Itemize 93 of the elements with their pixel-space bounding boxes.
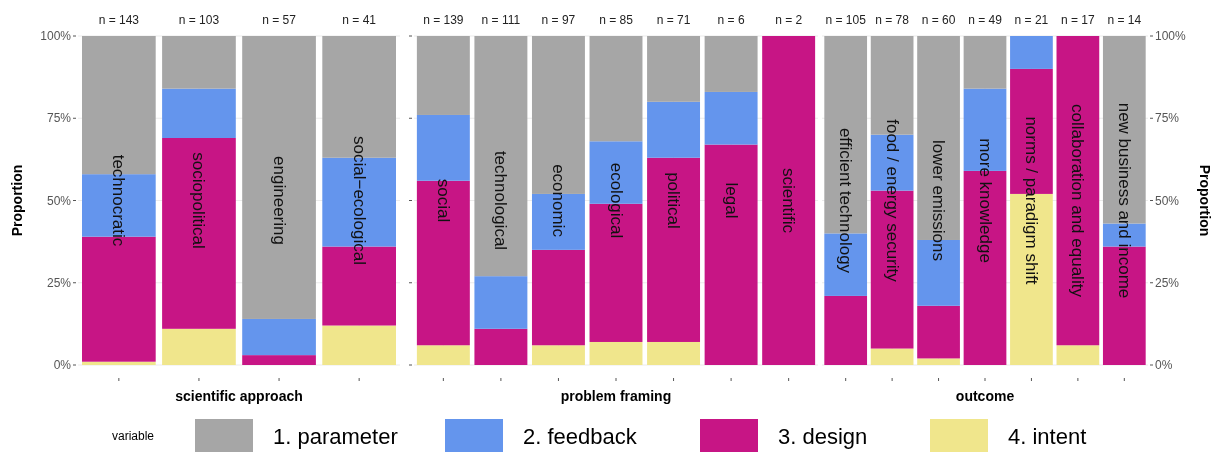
legend-label: 1. parameter (273, 423, 398, 449)
x-tick-label: social (433, 178, 453, 223)
bar (589, 36, 643, 142)
bar (704, 36, 758, 92)
x-tick-label: economic (548, 164, 568, 238)
legend-label: 4. intent (1008, 423, 1087, 449)
x-tick-label: engineering (269, 156, 289, 245)
y-tick-label: 75% (46, 111, 72, 126)
bar (647, 157, 701, 342)
y2-axis-title: Proportion (1197, 164, 1211, 237)
bar (589, 341, 643, 365)
x-axis-title: problem framing (560, 388, 672, 404)
bar (162, 36, 236, 89)
bar (917, 305, 960, 359)
bar (242, 36, 316, 319)
y2-tick-label: 50% (1155, 193, 1180, 208)
bar (1010, 36, 1053, 69)
bar (917, 358, 960, 365)
bar (762, 36, 816, 365)
bar (1102, 246, 1146, 365)
text: n = 41 (342, 13, 377, 27)
text: n = 2 (775, 13, 803, 27)
bar (242, 355, 316, 365)
x-tick-label: social−ecological (349, 136, 369, 265)
y-tick-label: 50% (46, 193, 72, 208)
x-tick-label: political (664, 172, 684, 229)
text: n = 78 (875, 13, 910, 27)
bar (647, 101, 701, 158)
x-tick-label: food / energy security (882, 119, 902, 283)
y2-tick-label: 25% (1155, 275, 1180, 290)
bar (474, 276, 528, 329)
bar (416, 114, 470, 181)
bar (474, 36, 528, 277)
bar (704, 91, 758, 145)
text: n = 103 (178, 13, 220, 27)
legend-label: 3. design (778, 423, 868, 449)
bar (647, 341, 701, 365)
x-tick-label: legal (721, 182, 741, 219)
y2-tick-label: 0% (1155, 358, 1173, 372)
bar (1056, 36, 1100, 346)
bar (704, 144, 758, 365)
bar (647, 36, 701, 102)
x-axis-title: scientific approach (175, 388, 303, 404)
x-tick-label: lower emissions (929, 140, 949, 261)
bar (824, 295, 868, 365)
x-axis-title: outcome (955, 388, 1015, 404)
bar (416, 345, 470, 365)
x-tick-label: sociopolitical (189, 152, 209, 249)
x-tick-label: ecological (606, 162, 626, 239)
y2-tick-label: 100% (1155, 29, 1187, 43)
text: n = 17 (1061, 13, 1096, 27)
bar (416, 180, 470, 346)
text: n = 111 (481, 13, 521, 27)
text: n = 6 (717, 13, 745, 27)
text: n = 105 (825, 13, 867, 27)
x-tick-label: more knowledge (975, 138, 995, 263)
bar (870, 348, 914, 365)
x-tick-label: collaboration and equality (1068, 104, 1088, 298)
x-tick-label: scientific (779, 167, 799, 234)
y2-tick-label: 75% (1155, 111, 1180, 126)
text: n = 57 (262, 13, 297, 27)
bar (162, 328, 236, 365)
bar (531, 345, 585, 365)
legend-title: variable (112, 429, 155, 443)
bar (963, 36, 1007, 89)
text: n = 60 (921, 13, 956, 27)
bar (531, 249, 585, 346)
legend-label: 2. feedback (523, 423, 638, 449)
text: n = 143 (98, 13, 140, 27)
text: n = 85 (599, 13, 634, 27)
x-tick-label: technological (491, 150, 511, 251)
y-axis-title: Proportion (9, 164, 25, 237)
bar (162, 137, 236, 329)
x-tick-label: technocratic (109, 154, 129, 247)
x-tick-label: efficient technology (836, 127, 856, 274)
y-tick-label: 25% (46, 275, 72, 290)
bar (242, 318, 316, 356)
text: n = 97 (541, 13, 576, 27)
text: n = 139 (423, 13, 464, 27)
y-tick-label: 0% (53, 358, 72, 372)
bar (162, 88, 236, 138)
y-tick-label: 100% (40, 29, 72, 43)
x-tick-label: new business and income (1114, 102, 1134, 299)
text: n = 14 (1107, 13, 1142, 27)
text: n = 49 (968, 13, 1003, 27)
bar (474, 328, 528, 365)
bar (82, 361, 156, 365)
text: n = 21 (1014, 13, 1049, 27)
bar (416, 36, 470, 115)
x-tick-label: norms / paradigm shift (1021, 116, 1041, 285)
text: n = 71 (656, 13, 691, 27)
bar (322, 325, 396, 365)
bar (1056, 345, 1100, 365)
